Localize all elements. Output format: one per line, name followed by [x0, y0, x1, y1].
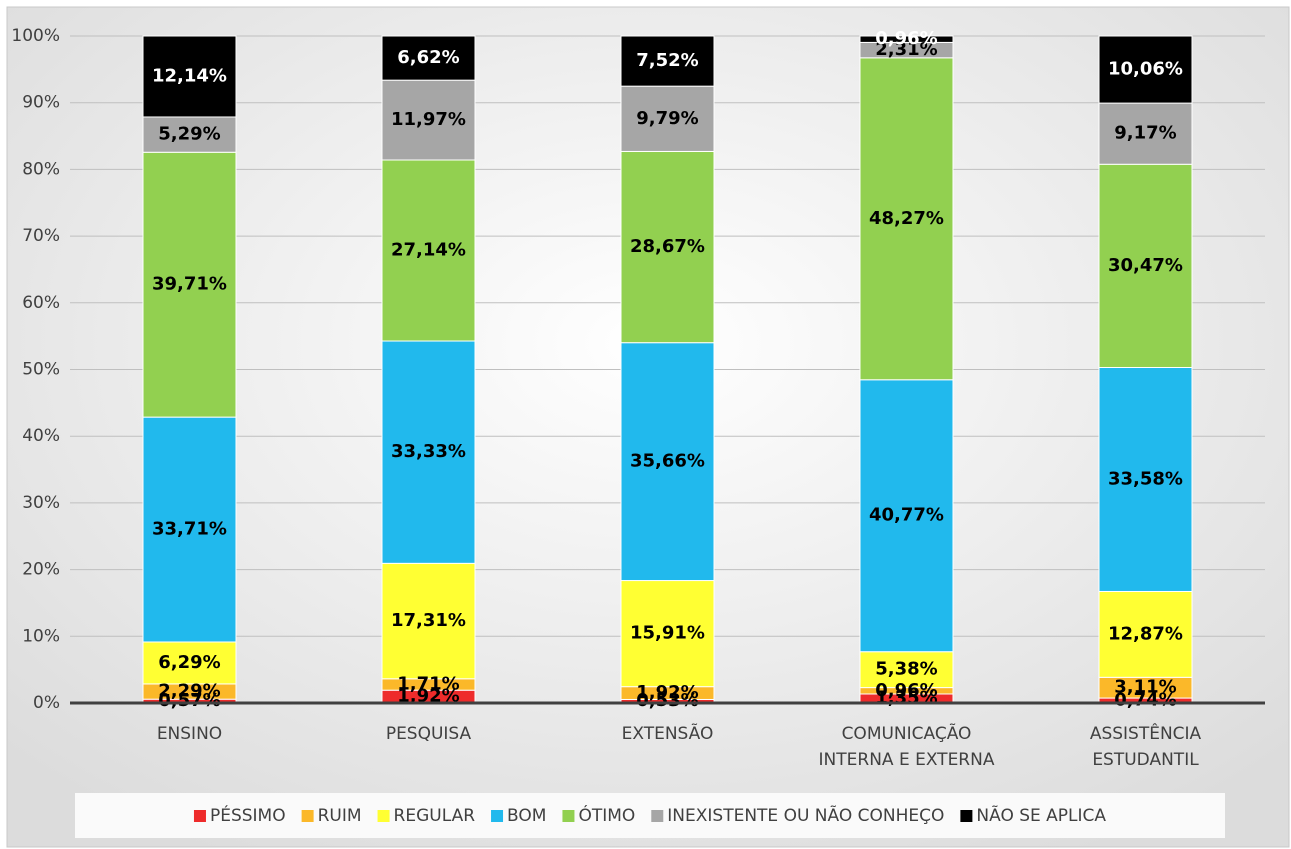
x-tick-label: EXTENSÃO — [621, 724, 714, 744]
bar-segment — [620, 85, 715, 152]
data-label: 30,47% — [1108, 255, 1183, 276]
bar-segment — [620, 35, 715, 87]
bar-segment — [620, 150, 715, 344]
data-label: 6,62% — [397, 47, 459, 68]
y-tick-label: 80% — [22, 159, 60, 179]
legend-swatch — [377, 810, 390, 822]
data-label: 39,71% — [152, 274, 227, 295]
bar-segment — [859, 651, 954, 689]
data-label: 27,14% — [391, 240, 466, 261]
data-label: 33,58% — [1108, 468, 1183, 489]
y-tick-label: 90% — [22, 93, 60, 113]
data-label: 33,33% — [391, 441, 466, 462]
bar-segment — [859, 35, 954, 43]
data-label: 9,17% — [1114, 123, 1176, 144]
data-label: 2,29% — [158, 681, 220, 702]
legend-swatch — [651, 810, 664, 822]
y-tick-label: 30% — [22, 493, 60, 513]
data-label: 12,87% — [1108, 623, 1183, 644]
legend-label: RUIM — [318, 806, 362, 826]
data-label: 5,38% — [875, 659, 937, 680]
bar-segment — [142, 416, 237, 643]
legend-swatch — [193, 810, 206, 822]
data-label: 0,53% — [636, 690, 698, 711]
y-tick-label: 10% — [22, 626, 60, 646]
legend-background — [75, 793, 1225, 838]
bar-segment — [142, 116, 237, 153]
bar-segment — [381, 159, 476, 342]
y-tick-label: 40% — [22, 426, 60, 446]
x-tick-label: ASSISTÊNCIA ESTUDANTIL — [1089, 724, 1202, 770]
bar-segment — [1098, 163, 1193, 368]
x-tick-label: COMUNICAÇÃO INTERNA E EXTERNA — [818, 724, 995, 770]
data-label: 6,29% — [158, 652, 220, 673]
legend-swatch — [960, 810, 973, 822]
y-tick-label: 70% — [22, 226, 60, 246]
data-label: 40,77% — [869, 505, 944, 526]
x-tick-label: ENSINO — [156, 724, 223, 744]
legend-label: PÉSSIMO — [210, 804, 286, 826]
data-label: 35,66% — [630, 451, 705, 472]
bar-segment — [381, 35, 476, 81]
bar-segment — [620, 580, 715, 688]
data-label: 5,29% — [158, 124, 220, 145]
legend-label: REGULAR — [394, 806, 476, 826]
legend-label: ÓTIMO — [578, 804, 635, 826]
data-label: 3,11% — [1114, 677, 1176, 698]
data-label: 48,27% — [869, 208, 944, 229]
data-label: 15,91% — [630, 623, 705, 644]
data-label: 10,06% — [1108, 59, 1183, 80]
data-label: 0,96% — [875, 28, 937, 49]
y-tick-label: 20% — [22, 560, 60, 580]
data-label: 12,14% — [152, 65, 227, 86]
data-label: 9,79% — [636, 108, 698, 129]
bar-segment — [620, 342, 715, 582]
data-label: 0,74% — [1114, 690, 1176, 711]
x-tick-label: PESQUISA — [385, 724, 472, 744]
data-label: 0,96% — [875, 680, 937, 701]
legend-swatch — [562, 810, 575, 822]
data-label: 1,92% — [397, 686, 459, 707]
legend-swatch — [491, 810, 504, 822]
data-label: 1,71% — [397, 673, 459, 694]
y-tick-label: 100% — [11, 26, 60, 46]
bar-segment — [1098, 35, 1193, 104]
bar-segment — [859, 379, 954, 653]
bar-segment — [142, 151, 237, 418]
y-tick-label: 60% — [22, 293, 60, 313]
data-label: 1,92% — [636, 682, 698, 703]
legend-label: NÃO SE APLICA — [976, 804, 1106, 826]
data-label: 0,57% — [158, 690, 220, 711]
legend-swatch — [301, 810, 314, 822]
bar-segment — [142, 35, 237, 118]
legend-label: INEXISTENTE OU NÃO CONHEÇO — [667, 804, 944, 826]
y-tick-label: 0% — [33, 693, 60, 713]
data-label: 17,31% — [391, 610, 466, 631]
bar-segment — [1098, 590, 1193, 678]
bar-segment — [859, 57, 954, 381]
legend-label: BOM — [507, 806, 546, 826]
bar-segment — [381, 79, 476, 161]
bar-segment — [1098, 366, 1193, 592]
data-label: 7,52% — [636, 50, 698, 71]
data-label: 2,31% — [875, 39, 937, 60]
data-label: 28,67% — [630, 236, 705, 257]
bar-segment — [381, 562, 476, 680]
data-label: 33,71% — [152, 519, 227, 540]
y-tick-label: 50% — [22, 360, 60, 380]
data-label: 11,97% — [391, 109, 466, 130]
